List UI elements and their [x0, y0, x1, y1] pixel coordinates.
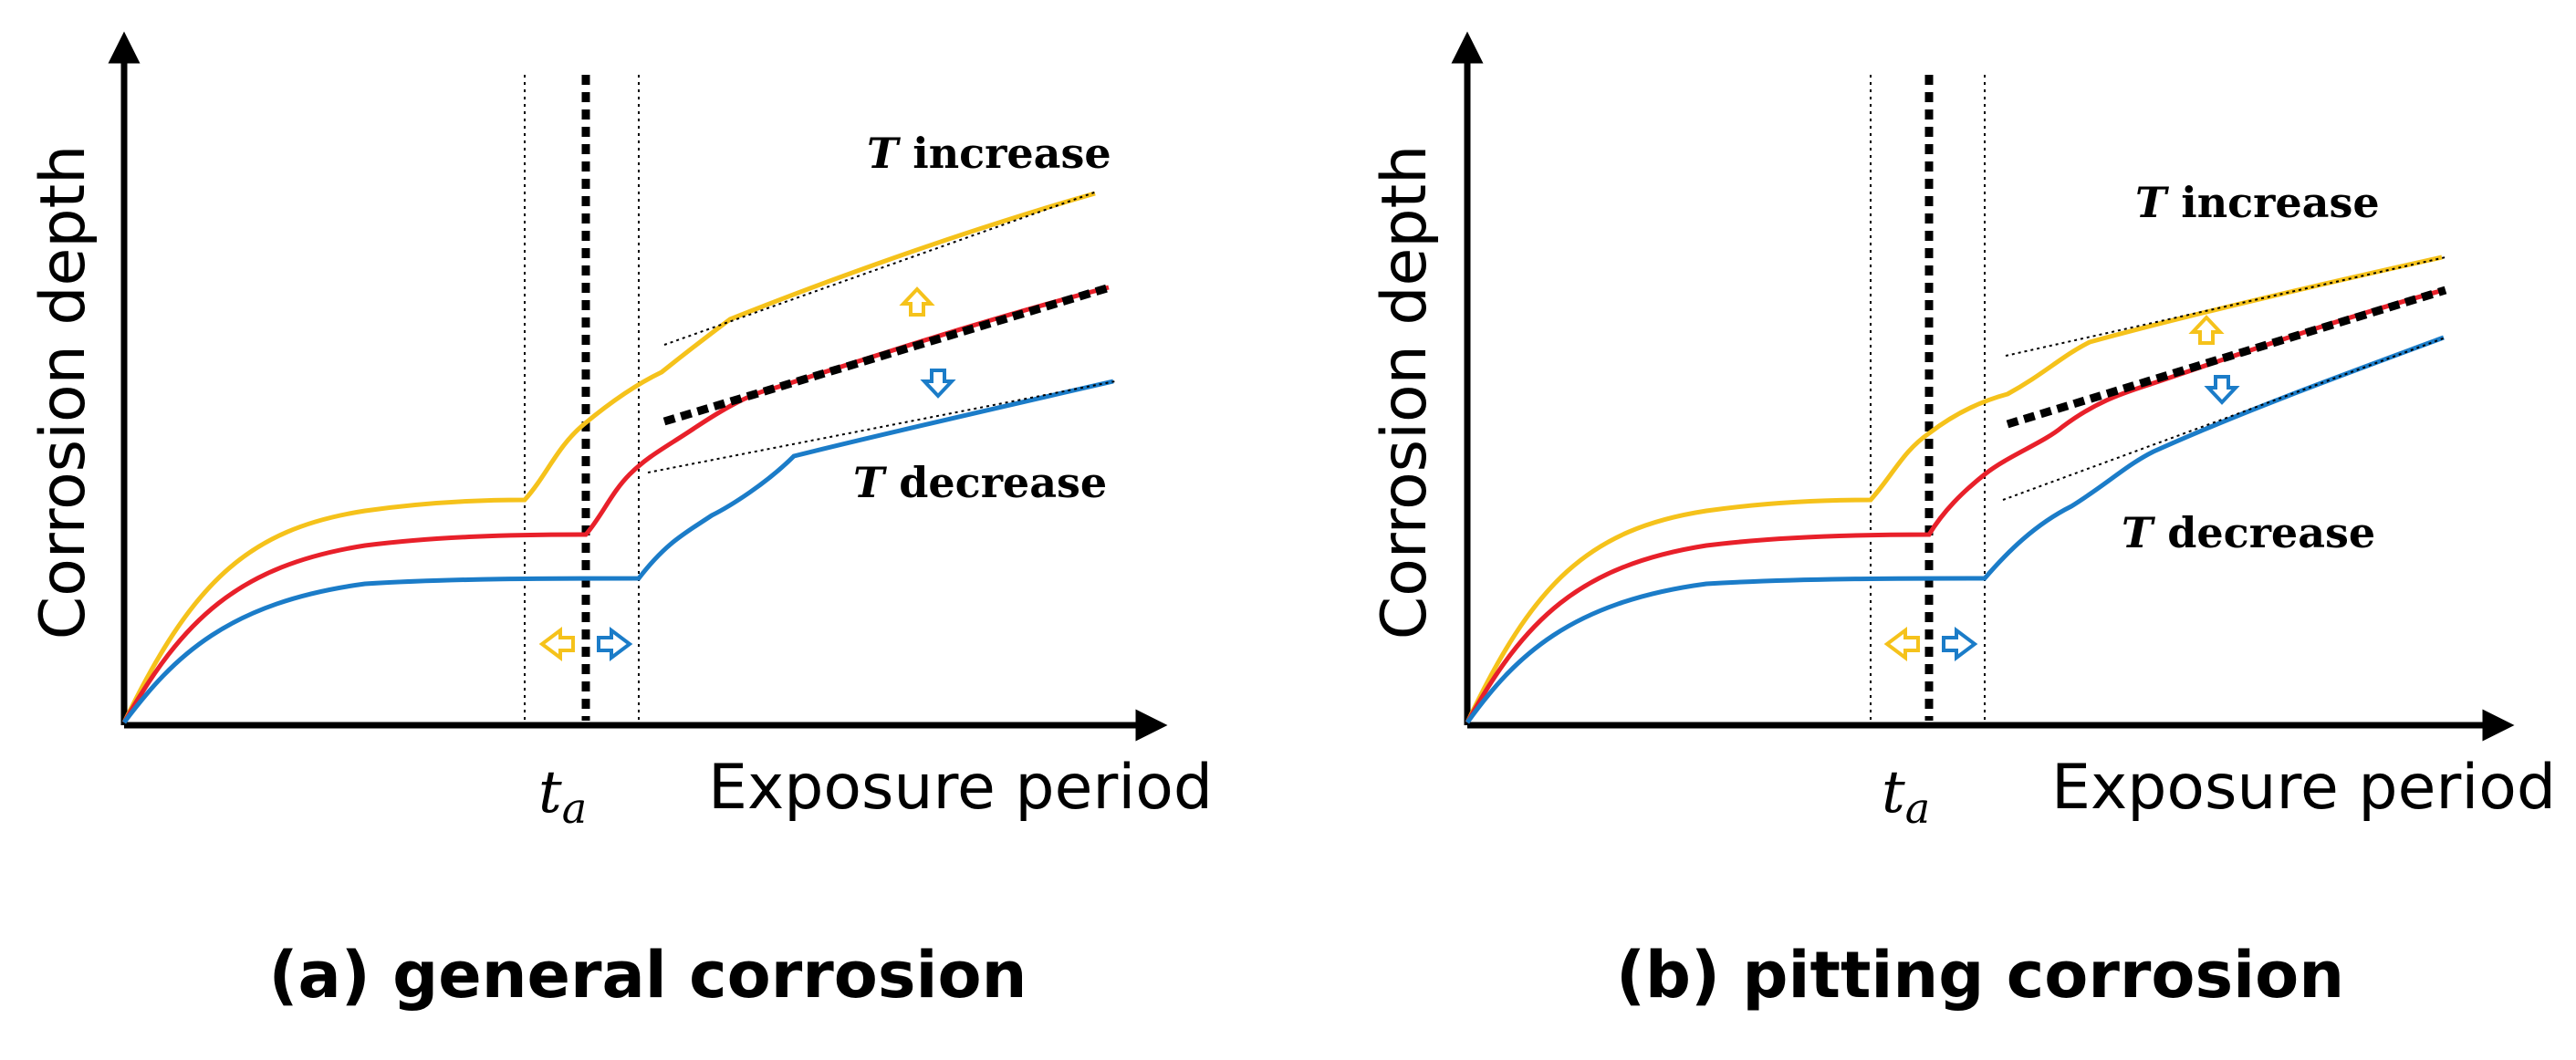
increase-symbol: T: [2135, 178, 2170, 227]
increase-label: T increase: [2135, 178, 2380, 227]
decrease-label: T decrease: [853, 458, 1107, 507]
increase-symbol: T: [867, 129, 902, 178]
time-marker: ta: [538, 759, 587, 833]
right-arrow-icon: [1942, 627, 1978, 661]
time-marker-base: t: [538, 759, 562, 826]
y-axis-label: Corrosion depth: [1369, 145, 1441, 639]
increase-tangent: [2005, 256, 2446, 357]
left-arrow-icon: [1883, 627, 1920, 661]
increase-word: increase: [2166, 178, 2379, 227]
y-axis-label: Corrosion depth: [27, 145, 99, 639]
left-arrow-icon: [538, 627, 575, 661]
panel-b: Corrosion depth Exposure period ta T inc…: [1369, 31, 2556, 1013]
x-axis-label: Exposure period: [708, 752, 1213, 824]
up-arrow-icon: [899, 286, 935, 317]
decrease-word: decrease: [884, 458, 1107, 507]
right-arrow-icon: [597, 627, 633, 661]
panel-a: Corrosion depth Exposure period ta T inc…: [27, 31, 1213, 1013]
decrease-curve: [122, 379, 1114, 724]
panel-b-caption: (b) pitting corrosion: [1616, 938, 2344, 1013]
time-marker-base: t: [1882, 759, 1905, 826]
time-marker: ta: [1882, 759, 1930, 833]
decrease-word: decrease: [2153, 508, 2375, 557]
increase-curve: [121, 191, 1096, 724]
increase-curve: [1465, 255, 2443, 724]
down-arrow-icon: [2204, 375, 2240, 405]
x-axis-label: Exposure period: [2051, 752, 2556, 824]
down-arrow-icon: [920, 369, 956, 399]
reference-tangent: [2006, 286, 2447, 429]
time-marker-sub: a: [1905, 784, 1930, 833]
decrease-symbol: T: [2122, 508, 2156, 557]
reference-tangent: [662, 284, 1109, 426]
increase-label: T increase: [867, 129, 1111, 178]
up-arrow-icon: [2188, 315, 2225, 345]
decrease-tangent: [647, 380, 1116, 473]
decrease-tangent: [2002, 337, 2446, 501]
decrease-symbol: T: [853, 458, 888, 507]
increase-word: increase: [898, 129, 1111, 178]
decrease-curve: [1465, 335, 2445, 724]
reference-curve: [1465, 287, 2445, 724]
panel-a-caption: (a) general corrosion: [269, 938, 1027, 1013]
decrease-label: T decrease: [2122, 508, 2375, 557]
time-marker-sub: a: [562, 784, 587, 833]
